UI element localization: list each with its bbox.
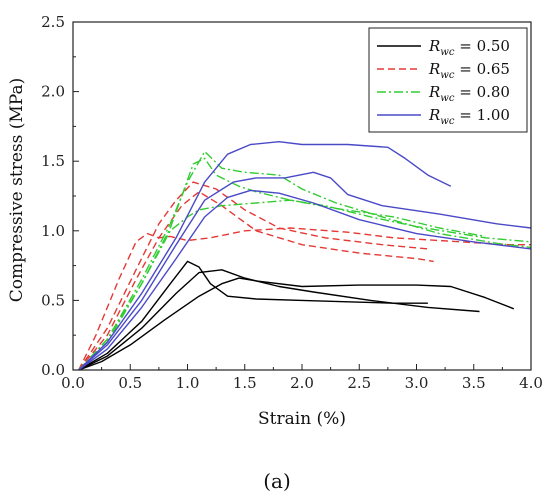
series-2-curve-2 — [78, 199, 486, 371]
x-axis-title: Strain (%) — [258, 409, 346, 429]
y-tick-label: 1.5 — [41, 152, 65, 170]
legend-label-2: Rwc = 0.80 — [428, 83, 510, 104]
x-tick-label: 0.5 — [118, 374, 142, 392]
series-3-curve-2 — [78, 189, 532, 371]
series-0-curve-2 — [78, 277, 515, 371]
series-3-curve-1 — [78, 171, 532, 371]
y-tick-label: 2.5 — [41, 13, 65, 31]
legend-label-0: Rwc = 0.50 — [428, 37, 510, 58]
axes: 0.0 0.5 1.0 1.5 2.0 2.5 3.0 3.5 4.0 0.0 0.5 1.0 1.5 2… — [41, 13, 543, 392]
y-tick-label: 2.0 — [41, 83, 65, 101]
legend-label-3: Rwc = 1.00 — [428, 106, 510, 127]
x-tick-label: 4.0 — [519, 374, 543, 392]
y-tick-label: 0.5 — [41, 291, 65, 309]
x-tick-label: 2.0 — [290, 374, 314, 392]
legend-label-1: Rwc = 0.65 — [428, 60, 510, 81]
series-0-curve-1 — [78, 269, 480, 371]
figure-caption: (a) — [263, 469, 291, 493]
x-tick-label: 3.5 — [462, 374, 486, 392]
series-1-curve-0 — [78, 191, 434, 371]
series-0-curve-0 — [78, 260, 428, 371]
series-2-curve-1 — [78, 157, 532, 371]
series-2-curve-0 — [78, 150, 532, 371]
y-tick-label: 0.0 — [41, 361, 65, 379]
x-tick-label: 3.0 — [405, 374, 429, 392]
x-tick-label: 1.0 — [176, 374, 200, 392]
y-tick-label: 1.0 — [41, 222, 65, 240]
x-tick-label: 0.0 — [61, 374, 85, 392]
x-tick-label: 1.5 — [233, 374, 257, 392]
y-axis-title: Compressive stress (MPa) — [7, 78, 27, 302]
series-3-curve-0 — [78, 141, 452, 371]
plot-area — [78, 141, 532, 371]
x-tick-label: 2.5 — [347, 374, 371, 392]
series-1-curve-1 — [78, 181, 428, 371]
